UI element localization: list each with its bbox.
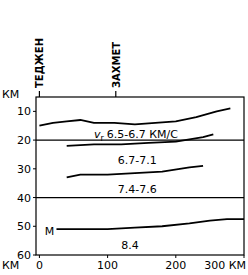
boundary-line: [39, 108, 230, 125]
y-tick-label: 20: [17, 134, 31, 147]
annotation: M: [45, 225, 55, 238]
x-tick-label: 0: [36, 259, 43, 272]
x-tick: [39, 255, 40, 258]
annotation: vr6.5-6.7 КМ/С: [94, 128, 178, 143]
annotation: 6.7-7.1: [118, 154, 157, 167]
y-tick-label: 30: [17, 163, 31, 176]
station-tick: [39, 91, 40, 97]
y-tick-label: 50: [17, 220, 31, 233]
boundary-line: [67, 166, 203, 177]
y-tick: [33, 168, 36, 169]
series-group: [39, 108, 244, 229]
y-axis-label: КМ: [2, 88, 19, 101]
x-tick: [244, 255, 245, 258]
chart: 1020304050600100200300 КМКМКМТЕДЖЕНЗАХМЕ…: [0, 0, 248, 275]
station-label: ЗАХМЕТ: [111, 42, 122, 88]
x-tick-label: 100: [97, 259, 118, 272]
y-tick: [33, 255, 36, 256]
x-axis-label: КМ: [2, 259, 19, 272]
station-tick: [115, 91, 116, 97]
y-tick-label: 10: [17, 105, 31, 118]
boundary-line: [56, 219, 244, 229]
plot-frame: [36, 97, 244, 255]
y-tick: [33, 140, 36, 141]
annotation-subscript: r: [100, 134, 104, 143]
reference-line: [36, 197, 244, 198]
station-label: ТЕДЖЕН: [34, 38, 45, 88]
y-tick: [33, 226, 36, 227]
x-tick: [175, 255, 176, 258]
annotation: 7.4-7.6: [118, 183, 157, 196]
x-tick: [107, 255, 108, 258]
y-tick-label: 40: [17, 192, 31, 205]
x-tick-label: 300 КМ: [204, 259, 246, 272]
x-tick-label: 200: [165, 259, 186, 272]
y-tick: [33, 197, 36, 198]
y-tick: [33, 111, 36, 112]
annotation: 8.4: [121, 239, 139, 252]
annotation-text: 6.5-6.7 КМ/С: [107, 128, 178, 141]
